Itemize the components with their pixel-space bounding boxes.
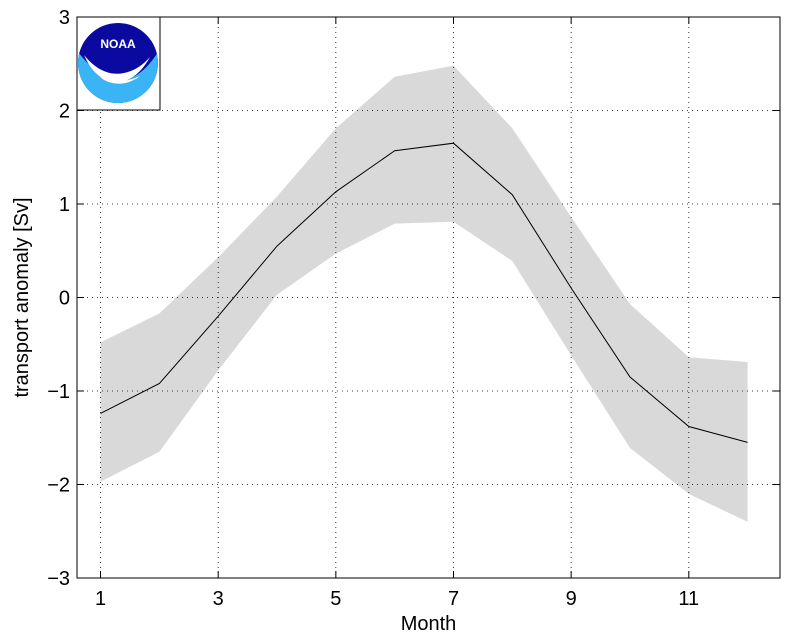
y-tick-label: −1 — [47, 381, 70, 403]
x-tick-label: 3 — [213, 588, 224, 610]
tick-label-layer: 1 3 5 7 9 11 −3 −2 −1 0 1 2 3 — [47, 7, 699, 610]
x-tick-label: 1 — [95, 588, 106, 610]
y-axis-label: transport anomaly [Sv] — [11, 197, 33, 397]
logo-sea-shape — [78, 52, 158, 103]
logo-text: NOAA — [100, 37, 136, 51]
line-layer — [100, 142, 748, 443]
y-tick-label: 3 — [59, 7, 70, 29]
noaa-logo: NOAA — [76, 16, 161, 111]
uncertainty-band — [100, 65, 748, 522]
logo-bird-shape — [84, 55, 150, 83]
y-tick-label: 0 — [59, 288, 70, 310]
mean-line — [100, 142, 748, 443]
y-tick-label: −3 — [47, 568, 70, 590]
x-tick-label: 7 — [448, 588, 459, 610]
band-layer — [100, 65, 748, 522]
x-tick-label: 9 — [566, 588, 577, 610]
x-axis-label: Month — [401, 613, 457, 635]
grid-layer — [77, 17, 780, 578]
x-tick-label: 11 — [678, 588, 699, 610]
y-tick-label: 1 — [59, 194, 70, 216]
x-tick-label: 5 — [330, 588, 341, 610]
logo-bird-tail — [100, 76, 140, 84]
y-tick-label: −2 — [47, 475, 70, 497]
y-tick-label: 2 — [59, 101, 70, 123]
